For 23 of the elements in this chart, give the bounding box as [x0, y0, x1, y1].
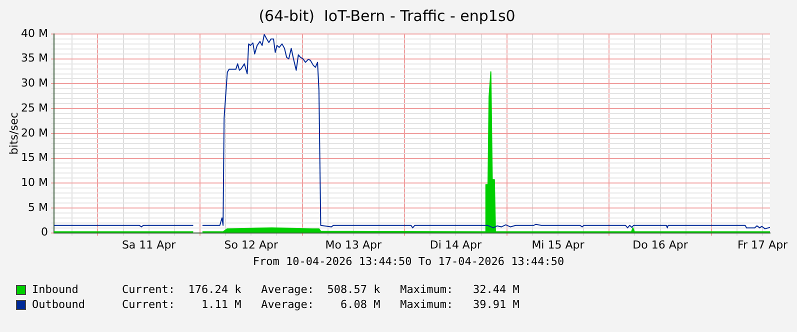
y-tick-label: 5 M	[28, 200, 48, 214]
x-tick-label: Fr 17 Apr	[738, 238, 788, 252]
x-tick-label: Sa 11 Apr	[122, 238, 176, 252]
chart-title: (64-bit) IoT-Bern - Traffic - enp1s0	[258, 6, 516, 25]
y-tick-label: 10 M	[21, 176, 48, 189]
text: Current: 1.11 M Average: 6.08 M Maximum: 39.91 M	[122, 298, 520, 311]
x-tick-label: Mi 15 Apr	[532, 238, 585, 252]
text: From 10-04-2026 13:44:50 To 17-04-2026 13:44:50	[252, 255, 566, 268]
y-tick-label: 15 M	[21, 151, 48, 164]
x-tick-label: So 12 Apr	[224, 238, 278, 252]
y-tick-label: 0	[41, 226, 48, 239]
x-tick-label: Di 14 Apr	[430, 238, 482, 252]
text: Current: 176.24 k Average: 508.57 k Maximum: 32.44 M	[122, 283, 520, 296]
y-axis-title: bits/sec	[7, 112, 20, 155]
legend-label: Outbound	[32, 298, 86, 311]
y-tick-label: 30 M	[21, 76, 48, 90]
y-tick-label: 20 M	[21, 126, 48, 140]
y-tick-label: 25 M	[21, 101, 48, 114]
x-tick-label: Do 16 Apr	[632, 238, 688, 252]
y-tick-label: 35 M	[21, 52, 48, 65]
x-tick-label: Mo 13 Apr	[325, 238, 382, 252]
legend-label: Inbound	[32, 283, 80, 296]
y-tick-label: 40 M	[21, 26, 48, 40]
